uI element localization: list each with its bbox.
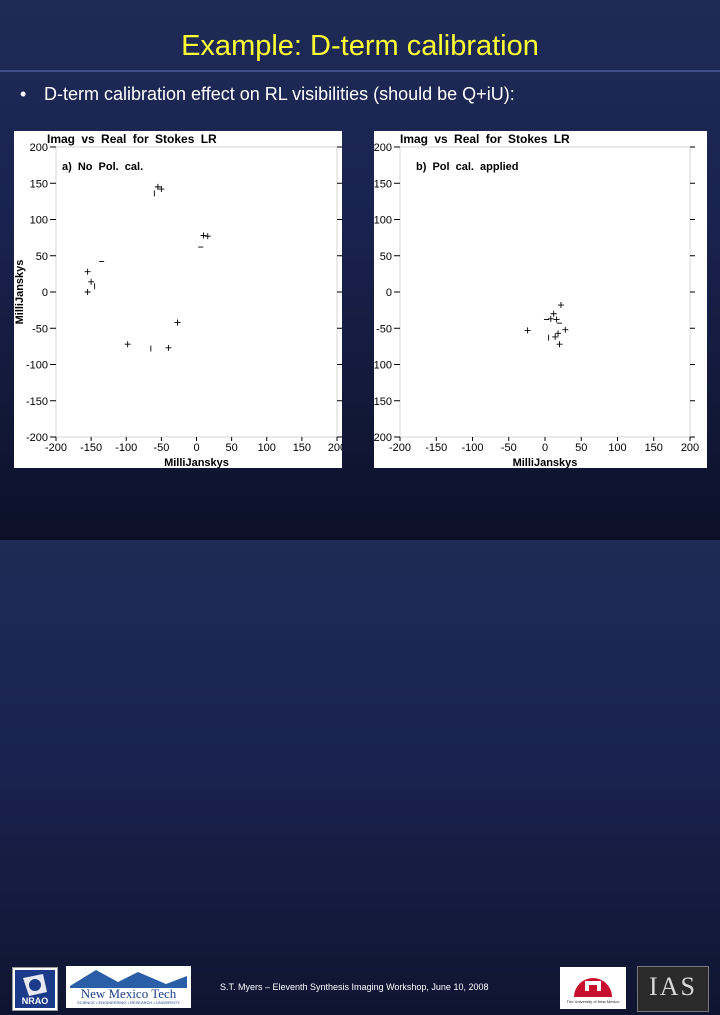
chart-a-xtick-label: -150 bbox=[80, 442, 102, 454]
chart-a-ylabel: MilliJanskys bbox=[14, 260, 26, 325]
nmt-mountain-graphic bbox=[70, 970, 187, 988]
scatter-plot-a: 200 150 100 50 0 -50 -100 -150 -200-200 -150 -100 -… bbox=[14, 132, 342, 468]
chart-b-xtick-label: 100 bbox=[608, 442, 626, 454]
chart-b-xtick-label: -200 bbox=[389, 442, 411, 454]
chart-a-frame bbox=[55, 146, 338, 438]
chart-a-xlabel: MilliJanskys bbox=[164, 457, 229, 468]
chart-a-xtick-label: 200 bbox=[328, 442, 342, 454]
chart-a-ytick-label: 100 bbox=[30, 215, 48, 227]
unm-logo-graphic bbox=[574, 978, 612, 997]
bullet-text: D-term calibration effect on RL visibili… bbox=[44, 84, 515, 104]
chart-a-xtick-label: -50 bbox=[153, 442, 169, 454]
chart-b-annotation: b) Pol cal. applied bbox=[416, 161, 519, 173]
bullet-dot-icon: • bbox=[20, 84, 27, 104]
chart-a-data-point bbox=[200, 232, 207, 239]
nmt-logo: New Mexico Tech SCIENCE • ENGINEERING • … bbox=[66, 966, 191, 1008]
chart-b-xtick-label: 150 bbox=[645, 442, 663, 454]
chart-b-ytick-label: -50 bbox=[376, 323, 392, 335]
chart-a-annotation: a) No Pol. cal. bbox=[62, 161, 143, 173]
chart-b-xtick-label: -100 bbox=[461, 442, 483, 454]
chart-a-ytick-label: 150 bbox=[30, 178, 48, 190]
chart-a-data-point bbox=[124, 341, 131, 348]
title-divider bbox=[0, 70, 720, 72]
chart-b-xtick-label: -50 bbox=[501, 442, 517, 454]
chart-b-xtick-label: -150 bbox=[425, 442, 447, 454]
slide-footer: NRAO New Mexico Tech SCIENCE • ENGINEERI… bbox=[0, 480, 720, 1012]
nmt-logo-tagline: SCIENCE • ENGINEERING • RESEARCH • UNIVE… bbox=[77, 1000, 180, 1005]
bullet-item: • D-term calibration effect on RL visibil… bbox=[20, 84, 515, 105]
plot-panel-a: 200 150 100 50 0 -50 -100 -150 -200 -200 -150 -100 -… bbox=[14, 131, 342, 468]
chart-a-ytick-label: -50 bbox=[32, 323, 48, 335]
chart-b-ytick-label: -150 bbox=[374, 396, 392, 408]
chart-b-ytick-label: 0 bbox=[386, 287, 392, 299]
chart-b-ytick-label: 100 bbox=[374, 215, 392, 227]
chart-a-data-point bbox=[84, 289, 91, 295]
chart-b-data-point bbox=[553, 316, 560, 323]
chart-a-ytick-label: 50 bbox=[36, 251, 48, 263]
ias-logo-text: IAS bbox=[649, 972, 697, 1001]
nrao-logo-text: NRAO bbox=[21, 996, 49, 1006]
chart-a-title: Imag vs Real for Stokes LR bbox=[47, 132, 217, 146]
chart-a-xtick-label: -100 bbox=[115, 442, 137, 454]
chart-a-data-point bbox=[165, 344, 172, 351]
chart-b-data-point bbox=[552, 333, 559, 340]
chart-b-ytick-label: 150 bbox=[374, 178, 392, 190]
unm-logo-text: The University of New Mexico bbox=[566, 999, 620, 1004]
chart-b-ytick-label: 200 bbox=[374, 142, 392, 154]
chart-b-data-point bbox=[556, 341, 563, 348]
chart-a-xtick-label: 100 bbox=[258, 442, 276, 454]
chart-b-xlabel: MilliJanskys bbox=[513, 457, 578, 468]
chart-b-data-point bbox=[550, 310, 557, 317]
footer-credit: S.T. Myers – Eleventh Synthesis Imaging … bbox=[220, 982, 489, 992]
chart-a-ytick-label: 200 bbox=[30, 142, 48, 154]
plot-panel-b: 200 150 100 50 0 -50 -100 -150 -200-200 -150 -100 -… bbox=[374, 131, 707, 468]
chart-a-xtick-label: 150 bbox=[293, 442, 311, 454]
chart-a-data-point bbox=[88, 278, 95, 285]
chart-a-xtick-label: -200 bbox=[45, 442, 67, 454]
chart-b-data-point bbox=[555, 330, 562, 337]
chart-a-xtick-label: 0 bbox=[193, 442, 199, 454]
chart-b-ytick-label: 50 bbox=[380, 251, 392, 263]
ias-logo: IAS bbox=[637, 966, 709, 1012]
chart-a-data-point bbox=[154, 183, 161, 190]
chart-a-ytick-label: -200 bbox=[26, 432, 48, 444]
chart-b-data-point bbox=[524, 327, 531, 334]
chart-a-ytick-label: 0 bbox=[42, 287, 48, 299]
chart-b-xtick-label: 200 bbox=[681, 442, 699, 454]
unm-logo: The University of New Mexico bbox=[560, 967, 626, 1009]
chart-b-xtick-label: 0 bbox=[542, 442, 548, 454]
chart-a-xtick-label: 50 bbox=[226, 442, 238, 454]
chart-a-data-point bbox=[84, 268, 91, 275]
chart-b-data-point bbox=[547, 315, 554, 322]
chart-b-data-point bbox=[562, 326, 569, 333]
chart-a-data-point bbox=[174, 319, 181, 326]
chart-b-title: Imag vs Real for Stokes LR bbox=[400, 132, 570, 146]
chart-a-ytick-label: -100 bbox=[26, 360, 48, 372]
chart-b-ytick-label: -200 bbox=[374, 432, 392, 444]
nrao-logo: NRAO bbox=[12, 967, 58, 1011]
scatter-plot-b: 200 150 100 50 0 -50 -100 -150 -200-200 -150 -100 -… bbox=[374, 132, 699, 468]
slide-title: Example: D-term calibration bbox=[181, 30, 539, 62]
chart-a-data-point bbox=[204, 233, 211, 240]
chart-b-data-point bbox=[557, 302, 564, 309]
chart-b-frame bbox=[399, 146, 691, 438]
chart-a-data-point bbox=[158, 186, 165, 193]
chart-a-ytick-label: -150 bbox=[26, 396, 48, 408]
chart-b-xtick-label: 50 bbox=[575, 442, 587, 454]
chart-b-ytick-label: -100 bbox=[374, 360, 392, 372]
